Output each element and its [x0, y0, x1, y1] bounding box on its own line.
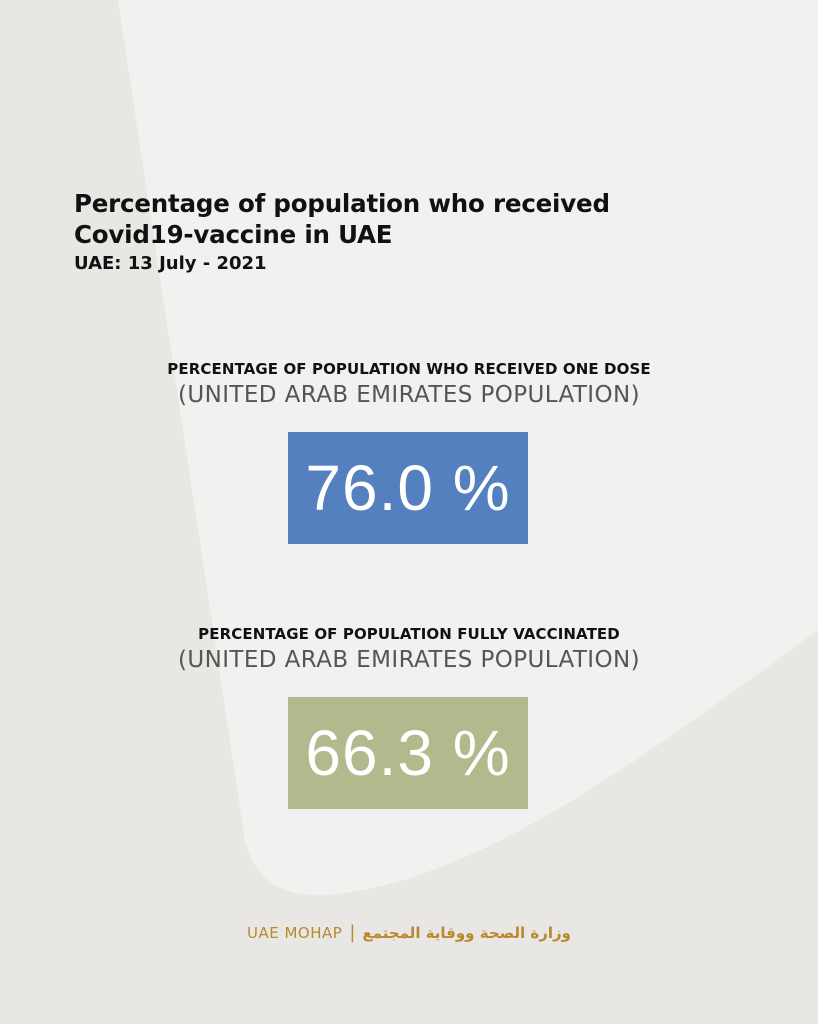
- one-dose-subheading: (UNITED ARAB EMIRATES POPULATION): [178, 382, 640, 408]
- fully-vaccinated-heading: PERCENTAGE OF POPULATION FULLY VACCINATE…: [198, 625, 620, 643]
- one-dose-heading: PERCENTAGE OF POPULATION WHO RECEIVED ON…: [167, 360, 651, 378]
- fully-vaccinated-subheading: (UNITED ARAB EMIRATES POPULATION): [178, 647, 640, 673]
- footer-logo: UAE MOHAP | وزارة الصحة ووقاية المجتمع: [0, 922, 818, 943]
- page-title-line1: Percentage of population who received: [74, 189, 610, 218]
- one-dose-value: 76.0 %: [305, 452, 511, 524]
- page-subtitle: UAE: 13 July - 2021: [74, 253, 267, 274]
- page-title-line2: Covid19-vaccine in UAE: [74, 220, 393, 249]
- fully-vaccinated-value-box: 66.3 %: [288, 697, 528, 809]
- footer-brand-en: UAE MOHAP: [246, 923, 343, 942]
- title-block: Percentage of population who received Co…: [74, 188, 714, 276]
- footer-brand-ar: وزارة الصحة ووقاية المجتمع: [362, 923, 572, 942]
- footer-separator: |: [349, 922, 356, 943]
- fully-vaccinated-value: 66.3 %: [305, 717, 511, 789]
- one-dose-value-box: 76.0 %: [288, 432, 528, 544]
